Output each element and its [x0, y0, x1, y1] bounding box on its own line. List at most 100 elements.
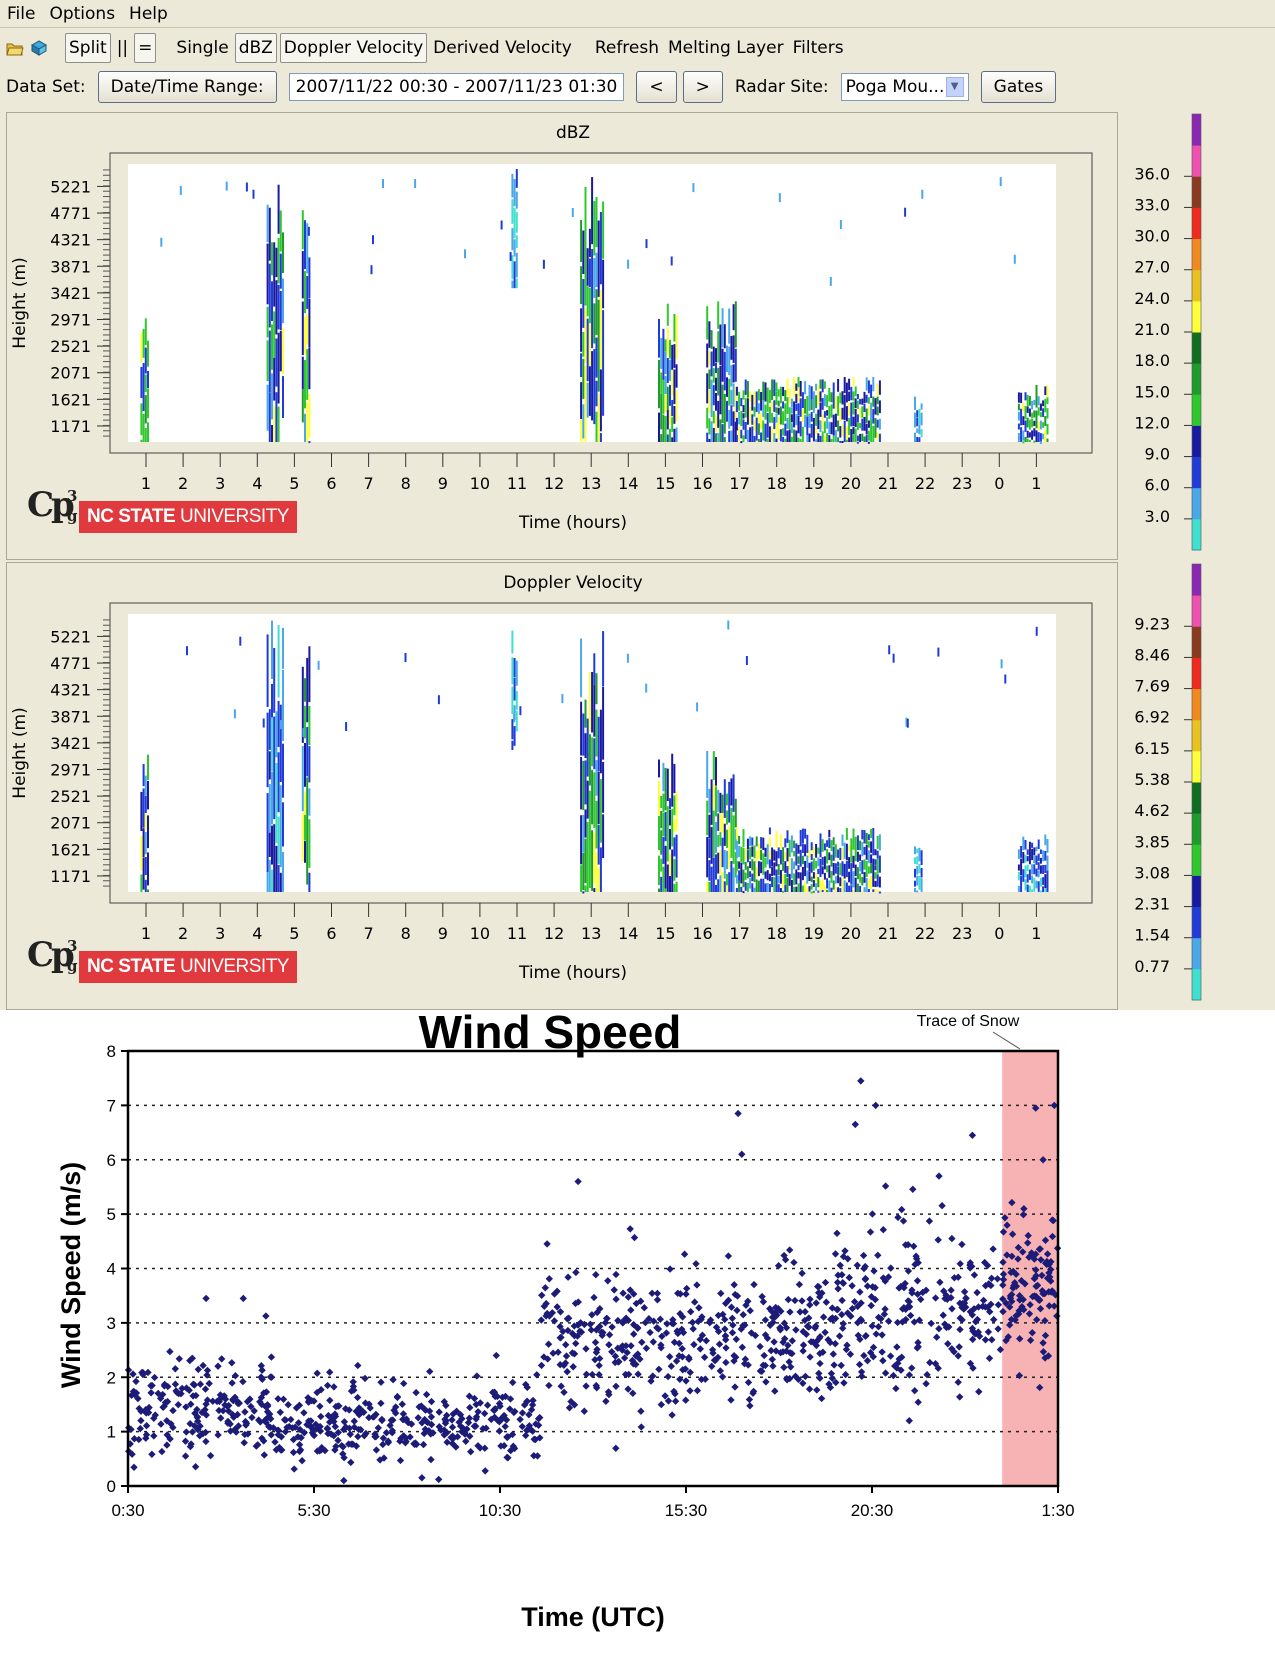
echo-cell [662, 793, 665, 813]
echo-cell [845, 426, 848, 440]
colorbar-segment [1192, 564, 1201, 596]
echo-cell [1022, 836, 1025, 851]
echo-cell [845, 882, 848, 892]
dbz-button[interactable]: dBZ [234, 33, 277, 63]
echo-speck [186, 646, 188, 656]
echo-cell [308, 872, 311, 892]
gates-button[interactable]: Gates [980, 71, 1057, 103]
data-point [326, 1396, 334, 1405]
echo-cell [595, 800, 598, 849]
echo-cell [874, 865, 877, 871]
data-point [867, 1293, 876, 1301]
melting-layer-button[interactable]: Melting Layer [668, 38, 784, 58]
echo-cell [742, 390, 745, 400]
echo-cell [812, 872, 815, 879]
echo-cell [595, 337, 598, 378]
data-point [973, 1288, 981, 1297]
vertical-split-button[interactable]: || [116, 38, 129, 58]
data-point [582, 1345, 590, 1353]
echo-cell [828, 880, 831, 892]
doppler-velocity-button[interactable]: Doppler Velocity [279, 33, 428, 63]
colorbar-segment [1192, 269, 1201, 302]
echo-cell [660, 858, 663, 872]
data-point [923, 1371, 931, 1379]
single-button[interactable]: Single [176, 38, 229, 58]
chevron-down-icon[interactable]: ▼ [945, 77, 964, 97]
data-point [936, 1278, 944, 1286]
open-icon[interactable] [6, 39, 24, 57]
data-point [668, 1411, 676, 1419]
echo-cell [712, 368, 715, 383]
previous-button[interactable]: < [636, 71, 677, 103]
echo-cell [823, 885, 826, 892]
data-point [366, 1404, 374, 1412]
echo-cell [784, 423, 787, 436]
data-point [701, 1375, 709, 1383]
y-tick-label: 1171 [50, 867, 91, 886]
echo-cell [788, 857, 791, 871]
menu-file[interactable]: File [7, 4, 36, 24]
y-tick-label: 4771 [50, 654, 91, 673]
echo-cell [777, 389, 780, 397]
echo-cell [856, 414, 859, 423]
echo-cell [602, 310, 605, 416]
data-point [1033, 1316, 1041, 1324]
echo-cell [848, 417, 851, 436]
echo-cell [760, 432, 763, 442]
echo-cell [744, 872, 747, 880]
echo-cell [662, 837, 665, 864]
colorbar-segment [1192, 300, 1201, 333]
echo-cell [666, 434, 669, 442]
data-point [426, 1367, 434, 1376]
x-tick-label: 7 [364, 474, 374, 493]
echo-cell [706, 343, 709, 368]
data-point [418, 1419, 426, 1427]
derived-velocity-button[interactable]: Derived Velocity [433, 38, 572, 58]
data-point [862, 1332, 870, 1340]
echo-cell [1033, 864, 1036, 875]
data-point [776, 1324, 784, 1332]
echo-cell [1017, 411, 1020, 421]
data-point [812, 1299, 820, 1307]
echo-cell [301, 210, 304, 250]
echo-cell [740, 410, 743, 426]
echo-cell [580, 382, 583, 419]
echo-cell [1042, 422, 1045, 428]
echo-cell [584, 733, 587, 759]
data-point [892, 1384, 900, 1393]
echo-cell [804, 414, 807, 428]
data-point [837, 1361, 845, 1370]
echo-cell [666, 806, 669, 862]
echo-cell [775, 438, 778, 442]
next-button[interactable]: > [682, 71, 723, 103]
echo-cell [771, 401, 774, 411]
data-point [330, 1383, 338, 1391]
echo-cell [671, 437, 674, 442]
echo-cell [1026, 856, 1029, 862]
date-time-range-button[interactable]: Date/Time Range: [97, 71, 277, 103]
echo-cell [832, 837, 835, 846]
radar-site-select[interactable]: Poga Mou... ▼ [840, 73, 969, 101]
dataset-label: Data Set: [6, 77, 86, 97]
echo-cell [861, 398, 864, 405]
data-point [695, 1304, 703, 1312]
menu-options[interactable]: Options [49, 4, 116, 24]
echo-cell [854, 428, 857, 442]
horizontal-split-button[interactable]: = [134, 33, 157, 63]
echo-cell [740, 397, 743, 407]
echo-cell [823, 435, 826, 442]
data-point [588, 1311, 596, 1319]
refresh-button[interactable]: Refresh [594, 38, 660, 58]
filters-button[interactable]: Filters [792, 38, 844, 58]
annotation-leader [992, 1031, 1021, 1050]
echo-cell [845, 382, 848, 403]
echo-cell [140, 791, 143, 831]
echo-cell [266, 872, 269, 892]
split-button[interactable]: Split [65, 33, 111, 63]
x-tick-label: 3 [215, 924, 225, 943]
date-range-field[interactable]: 2007/11/22 00:30 - 2007/11/23 01:30 [288, 73, 625, 101]
echo-cell [916, 856, 919, 865]
data-point [994, 1325, 1002, 1333]
menu-help[interactable]: Help [129, 4, 168, 24]
save-icon[interactable] [30, 39, 48, 57]
